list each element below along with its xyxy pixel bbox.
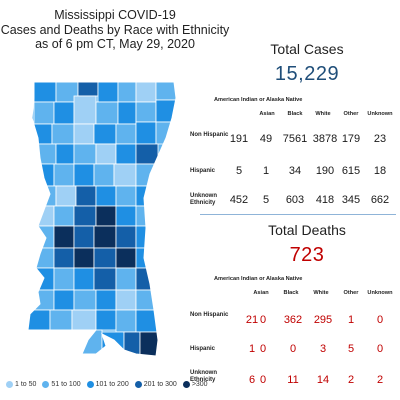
table-cell: 0 <box>289 343 297 355</box>
column-header: American Indian or Alaska Native <box>214 97 303 103</box>
title-line-3: as of 6 pm CT, May 29, 2020 <box>35 37 195 51</box>
legend-item: 51 to 100 <box>42 381 81 388</box>
table-cell: 3 <box>319 343 327 355</box>
table-cell: 345 <box>341 194 361 206</box>
table-cell: 362 <box>283 314 303 326</box>
row-label: Unknown Ethnicity <box>190 370 217 383</box>
row-label: Unknown Ethnicity <box>190 193 217 206</box>
table-cell: 3878 <box>312 133 338 145</box>
legend-item: 1 to 50 <box>6 381 36 388</box>
table-cell: 418 <box>315 194 335 206</box>
row-label: Hispanic <box>190 346 216 352</box>
table-cell: 14 <box>316 374 330 386</box>
legend-label: 51 to 100 <box>51 381 81 388</box>
column-header: White <box>315 111 331 117</box>
table-cell: 0 <box>259 374 267 386</box>
table-row: Hispanic 5 1 34 190 615 18 <box>190 165 398 183</box>
table-cell: 1 <box>248 343 256 355</box>
table-cell: 7561 <box>282 133 308 145</box>
page-title: Mississippi COVID-19 Cases and Deaths by… <box>0 8 230 52</box>
column-header: Other <box>343 290 359 296</box>
total-cases-heading: Total Cases <box>270 41 344 57</box>
map-legend: 1 to 50 51 to 100 101 to 200 201 to 300 … <box>6 381 208 388</box>
table-cell: 49 <box>259 133 273 145</box>
column-header: White <box>313 290 329 296</box>
table-cell: 23 <box>373 133 387 145</box>
deaths-header-row: American Indian or Alaska Native Asian B… <box>190 274 398 300</box>
table-cell: 1 <box>347 314 355 326</box>
table-cell: 603 <box>285 194 305 206</box>
total-deaths-heading: Total Deaths <box>268 222 346 238</box>
table-cell: 2 <box>376 374 384 386</box>
table-cell: 452 <box>229 194 249 206</box>
legend-item: >300 <box>182 381 208 388</box>
column-header: Asian <box>259 111 275 117</box>
table-row: Non Hispanic 191 49 7561 3878 179 23 <box>190 131 398 151</box>
legend-swatch <box>86 381 94 388</box>
mississippi-county-map <box>27 81 177 357</box>
legend-item: 101 to 200 <box>86 381 129 388</box>
table-cell: 191 <box>229 133 249 145</box>
section-divider <box>200 214 396 215</box>
row-label: Non Hispanic <box>190 312 229 318</box>
table-cell: 5 <box>235 165 243 177</box>
table-cell: 1 <box>262 165 270 177</box>
cases-header-row: American Indian or Alaska Native Asian B… <box>190 93 398 119</box>
table-row: Unknown Ethnicity 6 0 11 14 2 2 <box>190 370 398 392</box>
column-header: Black <box>283 290 299 296</box>
legend-label: 101 to 200 <box>95 381 129 388</box>
legend-item: 201 to 300 <box>134 381 177 388</box>
table-cell: 5 <box>347 343 355 355</box>
table-cell: 615 <box>341 165 361 177</box>
legend-label: 1 to 50 <box>15 381 37 388</box>
table-cell: 34 <box>288 165 302 177</box>
table-cell: 0 <box>259 314 267 326</box>
legend-swatch <box>6 381 13 388</box>
table-cell: 190 <box>315 165 335 177</box>
table-cell: 6 <box>248 374 256 386</box>
total-cases-value: 15,229 <box>274 63 340 85</box>
table-cell: 5 <box>262 194 270 206</box>
title-line-2: Cases and Deaths by Race with Ethnicity <box>0 22 230 37</box>
column-header: Asian <box>253 290 269 296</box>
total-deaths-value: 723 <box>289 244 325 266</box>
table-cell: 2 <box>347 374 355 386</box>
table-row: Unknown Ethnicity 452 5 603 418 345 662 <box>190 193 398 213</box>
column-header: Black <box>287 111 303 117</box>
legend-swatch <box>182 381 190 388</box>
legend-label: >300 <box>191 381 208 388</box>
table-row: Hispanic 1 0 0 3 5 0 <box>190 342 398 360</box>
table-cell: 21 <box>245 314 259 326</box>
table-cell: 662 <box>370 194 390 206</box>
legend-swatch <box>42 381 50 388</box>
column-header: Unknown <box>367 111 393 117</box>
legend-label: 201 to 300 <box>143 381 177 388</box>
table-cell: 0 <box>376 343 384 355</box>
table-cell: 0 <box>259 343 267 355</box>
table-cell: 18 <box>373 165 387 177</box>
column-header: Other <box>343 111 359 117</box>
legend-swatch <box>134 381 142 388</box>
table-cell: 0 <box>376 314 384 326</box>
table-cell: 179 <box>341 133 361 145</box>
column-header: Unknown <box>367 290 393 296</box>
row-label: Non Hispanic <box>190 132 229 138</box>
column-header: American Indian or Alaska Native <box>214 276 303 282</box>
table-cell: 295 <box>313 314 333 326</box>
table-cell: 11 <box>287 374 299 386</box>
title-line-1: Mississippi COVID-19 <box>54 8 176 22</box>
row-label: Hispanic <box>190 168 216 174</box>
table-row: Non Hispanic 21 0 362 295 1 0 <box>190 311 398 331</box>
